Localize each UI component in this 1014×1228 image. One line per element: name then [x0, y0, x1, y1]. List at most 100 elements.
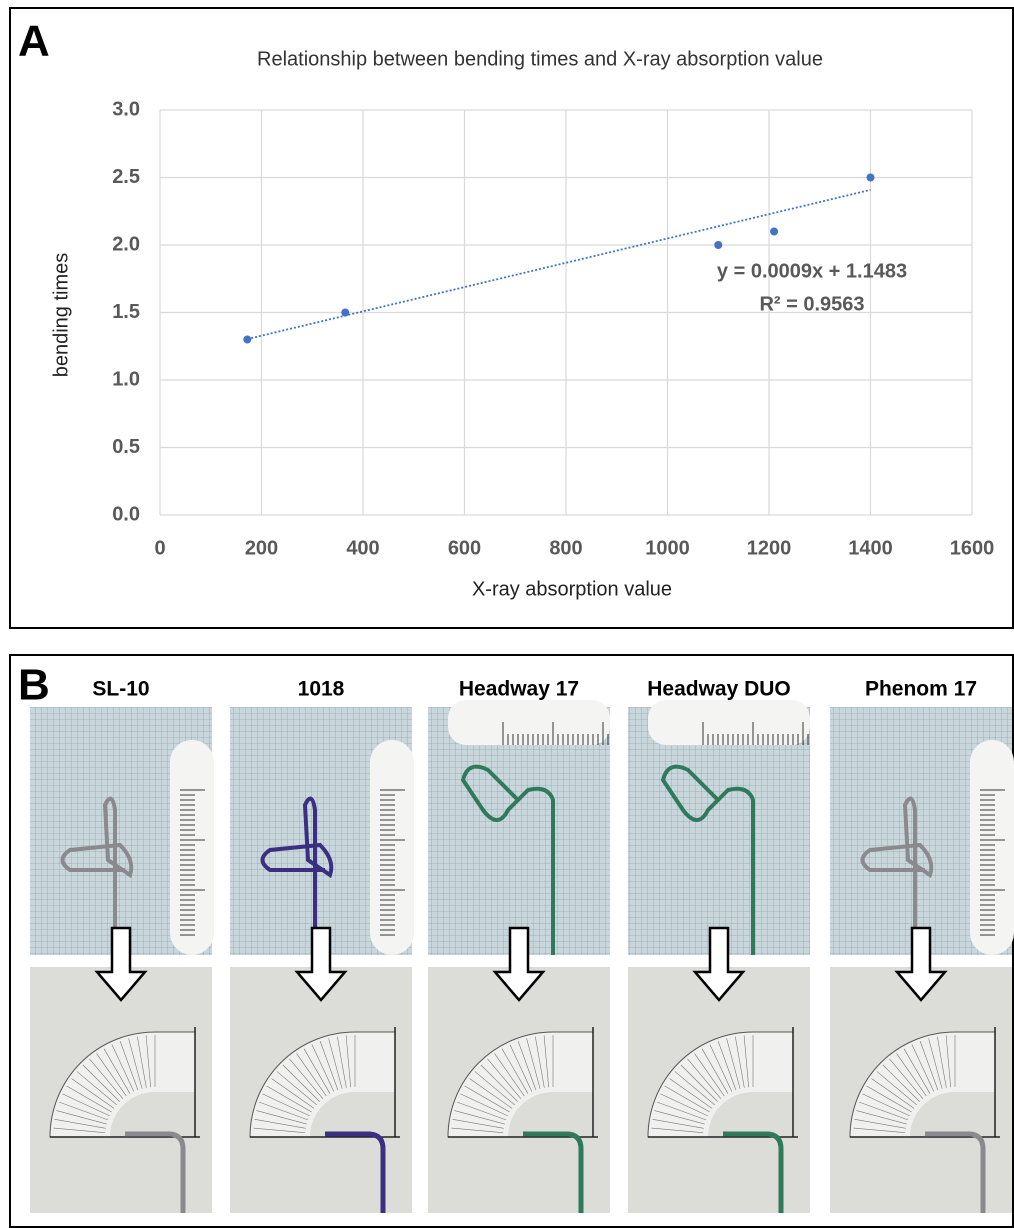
- protractor-tick: [136, 1036, 147, 1088]
- ruler: [370, 740, 414, 955]
- protractor-tick: [282, 1064, 320, 1102]
- protractor-tick: [451, 1127, 504, 1133]
- protractor-tick: [919, 1041, 939, 1091]
- protractor-tick: [654, 1110, 705, 1125]
- protractor-tick: [328, 1038, 343, 1089]
- protractor-cutout: [910, 1092, 995, 1137]
- data-point: [243, 335, 252, 344]
- photo-top: [428, 707, 610, 955]
- y-tick-label: 2.5: [112, 166, 140, 188]
- protractor-tick: [526, 1038, 541, 1089]
- wire: [660, 764, 755, 955]
- x-tick-label: 200: [245, 537, 278, 559]
- protractor-tick: [303, 1048, 331, 1094]
- protractor-tick: [128, 1038, 143, 1089]
- protractor-tick: [494, 1053, 525, 1097]
- protractor-tick: [266, 1085, 312, 1113]
- protractor-tick: [674, 1071, 715, 1106]
- protractor-tick: [253, 1127, 306, 1133]
- ruler: [970, 740, 1014, 955]
- protractor-tick: [871, 1078, 915, 1109]
- x-tick-label: 800: [549, 537, 582, 559]
- wire: [925, 1131, 986, 1213]
- protractor-tick: [896, 1053, 927, 1097]
- arrow: [492, 926, 546, 1002]
- protractor-tick: [254, 1118, 306, 1129]
- protractor-tick: [701, 1048, 729, 1094]
- device-name: Headway 17: [459, 678, 579, 701]
- protractor-tick: [262, 1093, 310, 1117]
- protractor-tick: [296, 1053, 327, 1097]
- y-tick-label: 3.0: [112, 98, 140, 120]
- protractor-tick: [54, 1118, 106, 1129]
- protractor-tick: [509, 1044, 533, 1092]
- x-tick-label: 1200: [747, 537, 792, 559]
- y-axis-label: bending times: [50, 253, 72, 378]
- protractor-tick: [680, 1064, 718, 1102]
- protractor-tick: [311, 1044, 335, 1092]
- protractor-tick: [145, 1035, 151, 1088]
- device-name: Headway DUO: [647, 678, 791, 701]
- protractor-tick: [862, 1093, 910, 1117]
- protractor-tick: [59, 1101, 109, 1121]
- protractor-tick: [480, 1064, 518, 1102]
- protractor-tick: [111, 1044, 135, 1092]
- device-name: SL-10: [92, 678, 149, 701]
- protractor-tick: [460, 1093, 508, 1117]
- trendline: [247, 189, 871, 340]
- data-point: [770, 227, 779, 236]
- protractor-tick: [89, 1058, 124, 1099]
- protractor-tick: [889, 1058, 924, 1099]
- protractor-tick: [256, 1110, 307, 1125]
- protractor-tick: [694, 1053, 725, 1097]
- protractor-tick: [96, 1053, 127, 1097]
- protractor-tick: [928, 1038, 943, 1089]
- wire: [460, 764, 555, 955]
- ruler: [170, 740, 214, 955]
- protractor-tick: [66, 1085, 112, 1113]
- protractor-cutout: [708, 1092, 793, 1137]
- protractor-tick: [62, 1093, 110, 1117]
- data-point: [341, 308, 350, 317]
- data-point: [866, 173, 875, 182]
- protractor-cutout: [310, 1092, 395, 1137]
- data-point: [714, 241, 723, 249]
- protractor-tick: [289, 1058, 324, 1099]
- protractor-tick: [464, 1085, 510, 1113]
- arrow: [294, 926, 348, 1002]
- device-name: Phenom 17: [865, 678, 977, 701]
- protractor-tick: [854, 1118, 906, 1129]
- panel-label: A: [18, 17, 50, 66]
- x-tick-label: 0: [154, 537, 165, 559]
- chart-title: Relationship between bending times and X…: [257, 48, 823, 70]
- trendline-equation: y = 0.0009x + 1.1483: [717, 260, 907, 282]
- arrow: [94, 926, 148, 1002]
- protractor-tick: [903, 1048, 931, 1094]
- arrow: [692, 926, 746, 1002]
- protractor-tick: [876, 1071, 917, 1106]
- x-tick-label: 400: [346, 537, 379, 559]
- wire: [523, 1131, 584, 1213]
- protractor-tick: [534, 1036, 545, 1088]
- wire: [723, 1131, 784, 1213]
- y-tick-label: 1.5: [112, 301, 140, 323]
- protractor-tick: [882, 1064, 920, 1102]
- protractor-cutout: [110, 1092, 195, 1137]
- x-tick-label: 1000: [645, 537, 690, 559]
- protractor-tick: [271, 1078, 315, 1109]
- y-tick-label: 0.5: [112, 436, 140, 458]
- protractor-tick: [651, 1127, 704, 1133]
- protractor-tick: [945, 1035, 951, 1088]
- protractor-tick: [652, 1118, 704, 1129]
- protractor-tick: [734, 1036, 745, 1088]
- y-tick-label: 1.0: [112, 368, 140, 390]
- protractor-tick: [259, 1101, 309, 1121]
- device-name: 1018: [298, 678, 345, 701]
- wire: [325, 1131, 386, 1213]
- protractor-tick: [336, 1036, 347, 1088]
- r-squared: R² = 0.9563: [759, 293, 864, 315]
- protractor-tick: [709, 1044, 733, 1092]
- protractor-tick: [911, 1044, 935, 1092]
- wire: [860, 796, 934, 955]
